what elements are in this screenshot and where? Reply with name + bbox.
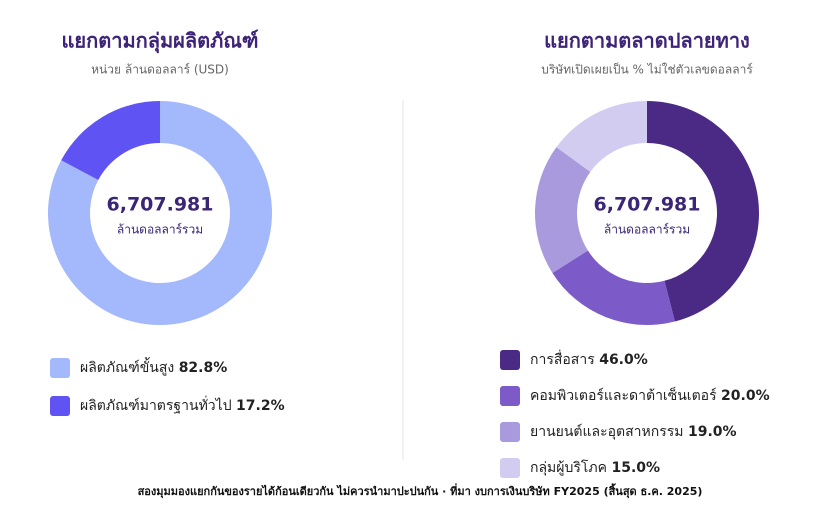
legend-value: 46.0% [599,352,648,368]
chart-subtitle: บริษัทเปิดเผยเป็น % ไม่ใช่ตัวเลขดอลลาร์ [541,62,753,77]
footnote: สองมุมมองแยกกันของรายได้ก้อนเดียวกัน ไม่… [138,483,703,499]
legend-value: 19.0% [688,424,737,440]
legend-swatch [50,396,70,416]
legend-value: 20.0% [721,388,770,404]
legend-entry: ผลิตภัณฑ์มาตรฐานทั่วไป 17.2% [80,396,285,414]
center-value: 6,707.981 [107,194,214,216]
legend-swatch [500,350,520,370]
legend-swatch [500,386,520,406]
donut-slice [556,101,647,172]
donut-slice [647,101,760,322]
center-label: ล้านดอลลาร์รวม [117,223,203,237]
legend-label: ผลิตภัณฑ์มาตรฐานทั่วไป [80,396,232,414]
legend-swatch [50,358,70,378]
chart-subtitle: หน่วย ล้านดอลลาร์ (USD) [91,63,229,77]
legend-value: 82.8% [179,360,228,376]
legend-entry: การสื่อสาร 46.0% [530,350,648,368]
legend-entry: ผลิตภัณฑ์ขั้นสูง 82.8% [80,357,227,376]
legend-entry: ยานยนต์และอุตสาหกรรม 19.0% [530,423,737,440]
donut-slice [48,101,273,325]
legend-swatch [500,458,520,478]
center-value: 6,707.981 [594,194,701,216]
legend-value: 17.2% [236,398,285,414]
legend-label: ยานยนต์และอุตสาหกรรม [530,423,684,440]
legend-label: กลุ่มผู้บริโภค [530,459,607,476]
legend-swatch [500,422,520,442]
donut-slice [535,147,591,274]
legend-label: คอมพิวเตอร์และดาต้าเซ็นเตอร์ [530,386,717,404]
legend-entry: คอมพิวเตอร์และดาต้าเซ็นเตอร์ 20.0% [530,386,770,404]
legend-label: ผลิตภัณฑ์ขั้นสูง [80,357,174,376]
legend-entry: กลุ่มผู้บริโภค 15.0% [530,459,660,476]
center-label: ล้านดอลลาร์รวม [604,223,690,237]
chart-title: แยกตามตลาดปลายทาง [544,29,750,53]
legend-label: การสื่อสาร [530,350,595,368]
chart-title: แยกตามกลุ่มผลิตภัณฑ์ [62,29,259,54]
donut-slice [61,101,161,181]
donut-slice [552,250,675,325]
legend-value: 15.0% [611,460,660,476]
